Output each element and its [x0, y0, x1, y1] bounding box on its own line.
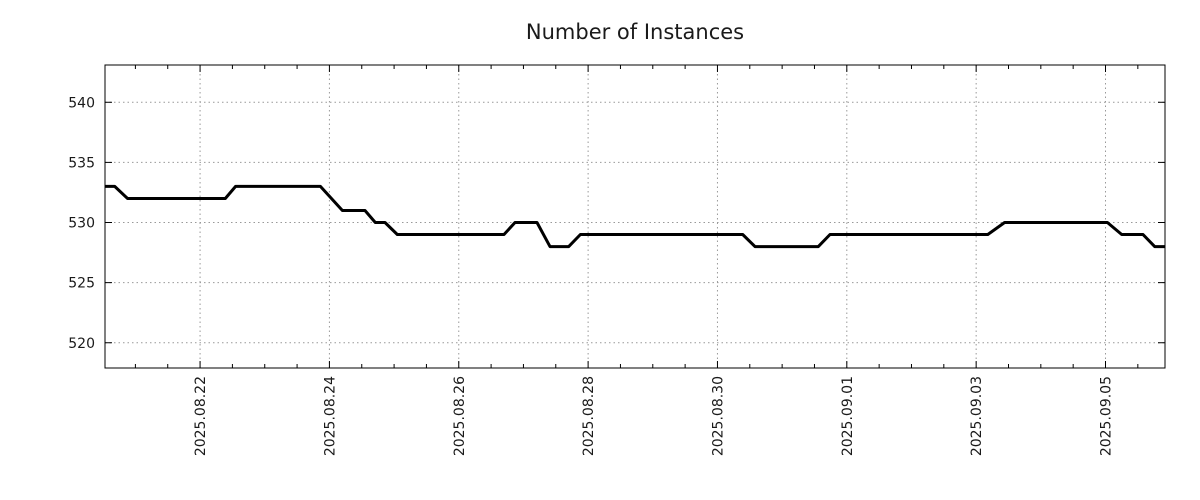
- x-tick-label: 2025.08.30: [710, 376, 726, 456]
- axis-layer: [104, 64, 1166, 369]
- y-tick-label: 525: [68, 276, 95, 292]
- label-layer: 2025.08.22 2025.08.24 2025.08.26 2025.08.28…: [68, 95, 1114, 456]
- x-tick-label: 2025.08.28: [581, 376, 597, 456]
- plot-border: [104, 64, 1166, 369]
- chart-title: Number of Instances: [526, 20, 744, 44]
- series-layer: [105, 184, 1165, 249]
- y-tick-label: 535: [68, 155, 95, 171]
- y-tick-label: 520: [68, 336, 95, 352]
- y-tick-label: 540: [68, 95, 95, 111]
- x-tick-label: 2025.09.01: [840, 376, 856, 456]
- x-tick-label: 2025.08.26: [452, 376, 468, 456]
- x-tick-label: 2025.09.05: [1099, 376, 1115, 456]
- x-tick-label: 2025.09.03: [969, 376, 985, 456]
- x-tick-label: 2025.08.24: [322, 376, 338, 456]
- data-line-instances: [105, 184, 1165, 249]
- x-tick-label: 2025.08.22: [193, 376, 209, 456]
- grid-layer: [105, 65, 1165, 368]
- y-tick-label: 530: [68, 216, 95, 232]
